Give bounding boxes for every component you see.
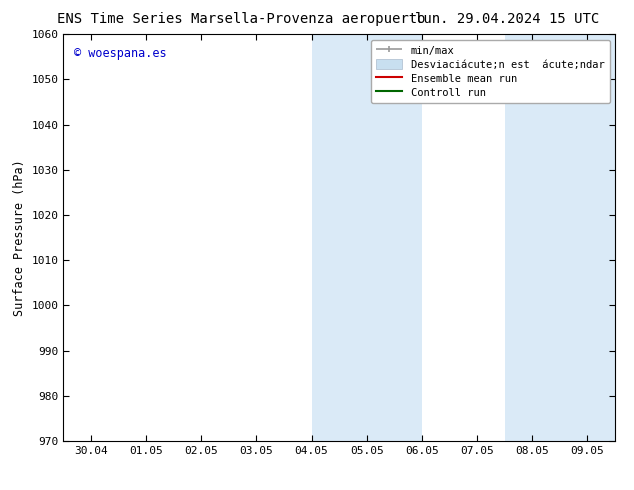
- Y-axis label: Surface Pressure (hPa): Surface Pressure (hPa): [13, 159, 26, 316]
- Legend: min/max, Desviaciácute;n est  ácute;ndar, Ensemble mean run, Controll run: min/max, Desviaciácute;n est ácute;ndar,…: [372, 40, 610, 103]
- Bar: [505, 34, 615, 441]
- Bar: [312, 34, 422, 441]
- Text: © woespana.es: © woespana.es: [74, 47, 167, 59]
- Text: lun. 29.04.2024 15 UTC: lun. 29.04.2024 15 UTC: [415, 12, 599, 26]
- Text: ENS Time Series Marsella-Provenza aeropuerto: ENS Time Series Marsella-Provenza aeropu…: [56, 12, 425, 26]
